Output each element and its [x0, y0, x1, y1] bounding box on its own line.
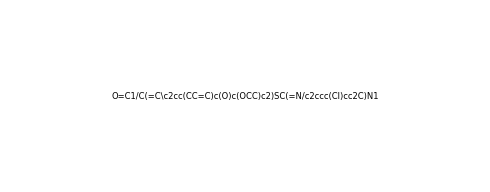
Text: O=C1/C(=C\c2cc(CC=C)c(O)c(OCC)c2)SC(=N/c2ccc(Cl)cc2C)N1: O=C1/C(=C\c2cc(CC=C)c(O)c(OCC)c2)SC(=N/c… [111, 92, 379, 100]
